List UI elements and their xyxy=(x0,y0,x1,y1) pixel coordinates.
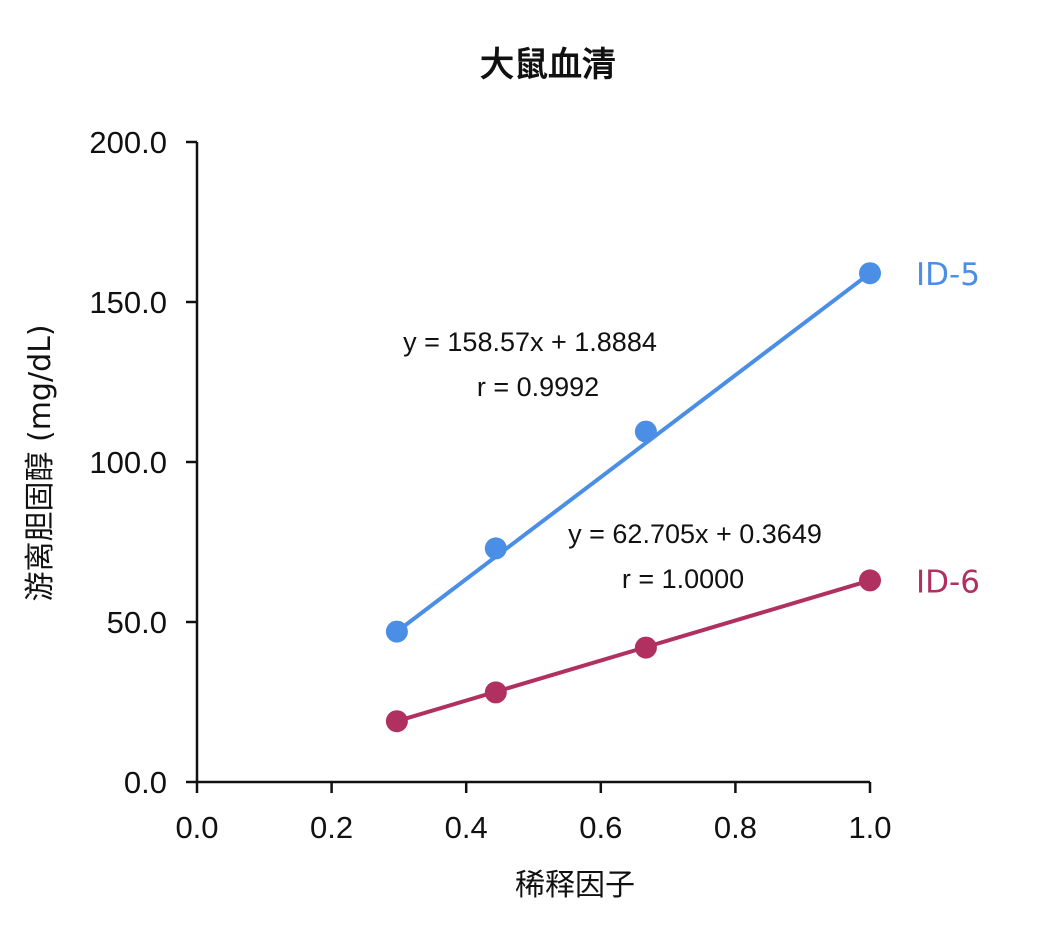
axes: 0.0 50.0 100.0 150.0 200.0 0.0 0.2 0.4 0.6 0.8 1.0 xyxy=(89,125,891,845)
x-tick-label: 0.8 xyxy=(714,810,757,845)
data-point xyxy=(385,710,408,733)
series-id-6: ID-6 xyxy=(385,564,980,733)
series-id-5: ID-5 xyxy=(385,257,980,643)
x-tick-label: 0.0 xyxy=(175,810,218,845)
x-axis-title: 稀释因子 xyxy=(515,868,635,903)
correlation-coefficient: r = 0.9992 xyxy=(477,372,599,402)
y-tick-label: 0.0 xyxy=(124,765,167,800)
y-tick-label: 100.0 xyxy=(89,445,167,480)
data-point xyxy=(634,636,657,659)
series-label: ID-5 xyxy=(916,257,980,293)
data-point xyxy=(859,262,881,285)
data-point xyxy=(385,620,408,643)
x-tick-label: 1.0 xyxy=(848,810,891,845)
regression-equation: y = 62.705x + 0.3649 xyxy=(568,519,822,549)
y-tick-label: 50.0 xyxy=(107,605,167,640)
annotations: y = 158.57x + 1.8884 r = 0.9992 y = 62.705… xyxy=(403,327,822,594)
y-tick-label: 150.0 xyxy=(89,285,167,320)
y-tick-label: 200.0 xyxy=(89,125,167,160)
x-tick-label: 0.6 xyxy=(579,810,622,845)
series-label: ID-6 xyxy=(916,564,980,600)
y-axis-title: 游离胆固醇 (mg/dL) xyxy=(23,324,58,601)
chart-title: 大鼠血清 xyxy=(480,45,616,85)
series-line xyxy=(395,271,872,634)
data-point xyxy=(859,569,881,592)
series-layer: ID-5 ID-6 xyxy=(385,257,980,733)
x-tick-label: 0.2 xyxy=(310,810,353,845)
regression-equation: y = 158.57x + 1.8884 xyxy=(403,327,657,357)
series-line xyxy=(396,578,871,724)
correlation-coefficient: r = 1.0000 xyxy=(622,564,744,594)
data-point xyxy=(634,420,657,443)
x-tick-label: 0.4 xyxy=(445,810,488,845)
data-point xyxy=(484,681,507,704)
data-point xyxy=(484,537,507,560)
